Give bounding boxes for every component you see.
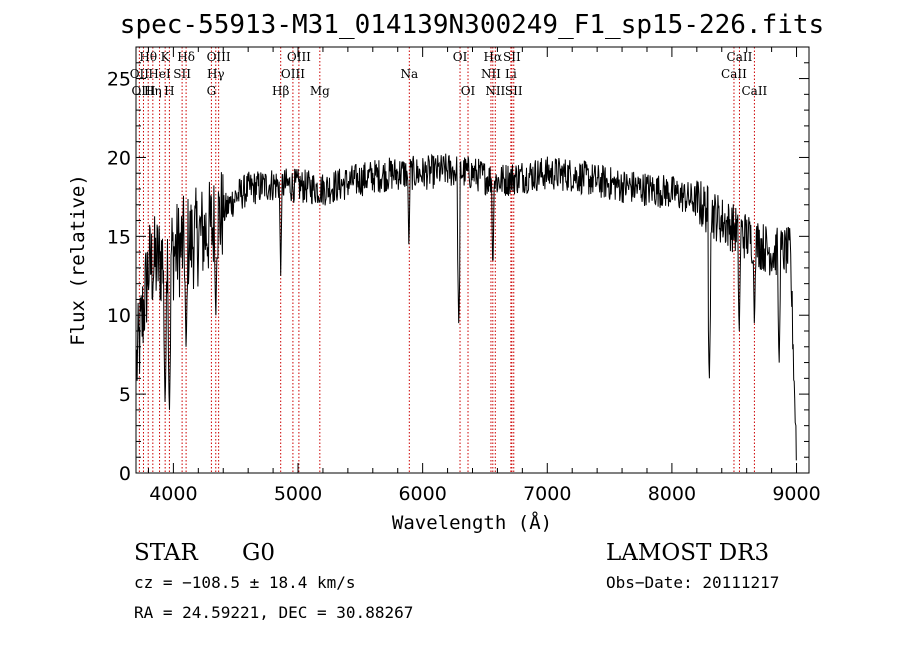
line-id-label: NII <box>481 67 501 81</box>
line-id-label: Na <box>400 67 418 81</box>
spectrum-line <box>136 153 797 461</box>
line-id-label: Li <box>505 67 517 81</box>
y-tick-label: 15 <box>107 226 131 248</box>
line-id-label: SII <box>505 84 523 98</box>
y-tick-label: 20 <box>107 147 131 169</box>
line-id-label: Hα <box>484 50 503 64</box>
line-id-label: OIII <box>207 50 231 64</box>
y-tick-label: 10 <box>107 305 131 327</box>
redshift-velocity: cz = −108.5 ± 18.4 km/s <box>134 573 356 592</box>
line-marker-group <box>138 47 755 473</box>
line-id-label: K <box>161 50 171 64</box>
x-tick-label: 4000 <box>149 483 197 505</box>
line-id-label: Hβ <box>272 84 289 98</box>
y-axis-label: Flux (relative) <box>67 174 89 346</box>
line-id-label: OIII <box>281 67 305 81</box>
x-tick-label: 5000 <box>274 483 322 505</box>
line-id-label: CaII <box>721 67 747 81</box>
object-subclass: G0 <box>242 540 275 566</box>
line-id-label: OIII <box>287 50 311 64</box>
line-id-label: OI <box>461 84 476 98</box>
ra-dec-coordinates: RA = 24.59221, DEC = 30.88267 <box>134 603 413 622</box>
y-tick-label: 5 <box>119 384 131 406</box>
observation-date: Obs−Date: 20111217 <box>606 573 779 592</box>
line-id-label: Hδ <box>177 50 195 64</box>
line-id-label: OII <box>130 67 150 81</box>
chart-title: spec-55913-M31_014139N300249_F1_sp15-226… <box>120 10 824 40</box>
line-id-label: OIII <box>131 84 155 98</box>
line-id-label: Mg <box>310 84 330 98</box>
line-id-label: SII <box>173 67 191 81</box>
line-id-label: OI <box>453 50 468 64</box>
line-id-label: CaII <box>727 50 753 64</box>
plot-frame: 4000 5000 6000 7000 8000 9000 0 5 10 15 20 25 <box>107 46 821 505</box>
x-tick-label: 7000 <box>523 483 571 505</box>
line-id-label: HeI <box>148 67 171 81</box>
y-tick-label: 0 <box>119 463 131 485</box>
x-axis-label: Wavelength (Å) <box>392 511 552 534</box>
x-tick-label: 8000 <box>648 483 696 505</box>
line-id-label: SII <box>503 50 521 64</box>
line-id-label: CaII <box>741 84 767 98</box>
line-id-label: H <box>164 84 174 98</box>
object-class: STAR <box>134 540 198 566</box>
line-id-label: Hη <box>144 84 162 98</box>
line-id-label: NII <box>485 84 505 98</box>
x-tick-label: 6000 <box>398 483 446 505</box>
survey-name: LAMOST DR3 <box>606 540 769 566</box>
line-id-label: Hγ <box>207 67 225 81</box>
y-tick-label: 25 <box>107 69 131 91</box>
line-id-label: Hθ <box>139 50 157 64</box>
line-id-label: G <box>207 84 217 98</box>
x-tick-label: 9000 <box>772 483 820 505</box>
